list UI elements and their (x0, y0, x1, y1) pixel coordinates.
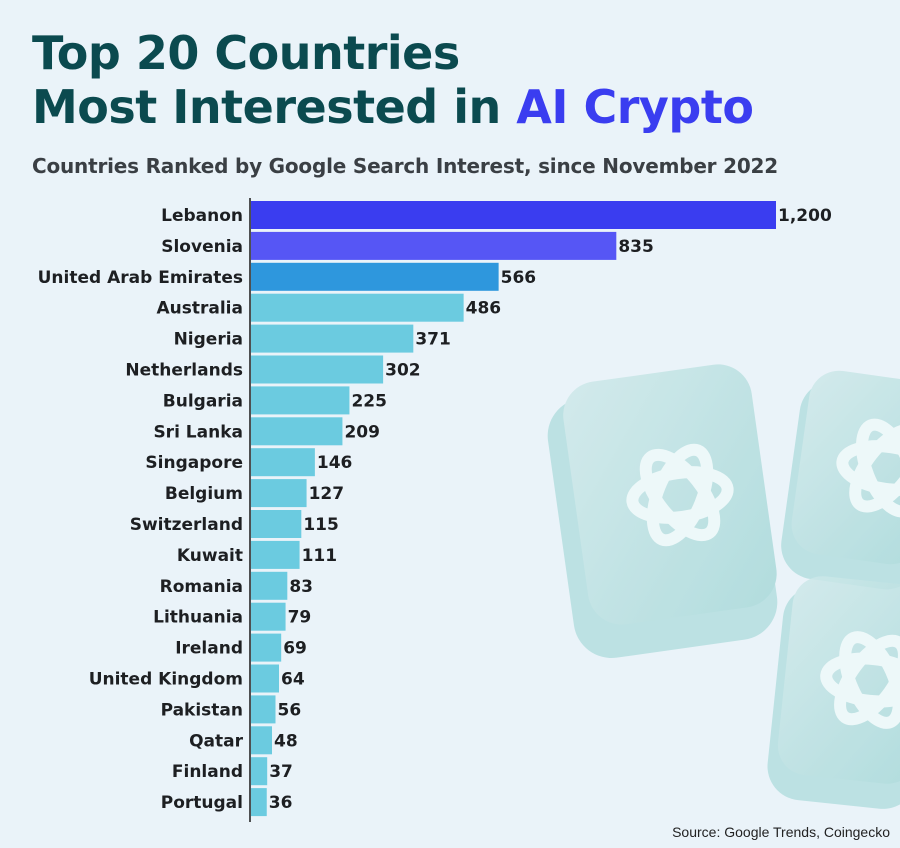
title-accent: AI Crypto (516, 80, 754, 134)
value-label: 225 (351, 391, 387, 411)
value-label: 56 (278, 700, 302, 720)
bar-qatar (251, 726, 272, 755)
value-label: 835 (618, 237, 654, 257)
bar-united-arab-emirates (251, 262, 499, 291)
bar-portugal (251, 788, 267, 817)
bar-singapore (251, 448, 315, 477)
category-label: Netherlands (125, 361, 243, 381)
bar-ireland (251, 633, 282, 662)
value-label: 111 (302, 546, 338, 566)
category-label: Lebanon (161, 206, 243, 226)
bar-pakistan (251, 695, 276, 724)
chart-subtitle: Countries Ranked by Google Search Intere… (32, 154, 778, 178)
category-label: Nigeria (174, 330, 243, 350)
title-line-1: Top 20 Countries (32, 26, 460, 80)
value-label: 48 (274, 731, 298, 751)
bar-finland (251, 757, 268, 786)
value-label: 83 (289, 577, 313, 597)
category-label: Slovenia (161, 237, 243, 257)
category-label: United Kingdom (89, 670, 243, 690)
value-label: 371 (415, 330, 451, 350)
value-label: 146 (317, 453, 353, 473)
value-label: 1,200 (778, 206, 832, 226)
value-label: 302 (385, 361, 421, 381)
category-label: Bulgaria (163, 391, 243, 411)
bar-switzerland (251, 510, 302, 538)
category-label: Australia (157, 299, 244, 319)
bar-lebanon (251, 201, 776, 229)
page-title: Top 20 Countries Most Interested in AI C… (32, 26, 754, 134)
value-label: 69 (283, 639, 307, 659)
bar-australia (251, 293, 464, 322)
category-label: Switzerland (130, 515, 243, 535)
value-label: 486 (466, 299, 502, 319)
bar-united-kingdom (251, 664, 279, 693)
bar-kuwait (251, 540, 300, 569)
value-label: 127 (309, 484, 345, 504)
bar-netherlands (251, 355, 384, 384)
bar-sri-lanka (251, 417, 343, 446)
ai-logo-cube-icon (547, 364, 778, 659)
category-label: Lithuania (153, 608, 243, 628)
category-label: United Arab Emirates (38, 268, 243, 288)
value-label: 209 (344, 422, 380, 442)
bar-nigeria (251, 324, 414, 353)
value-label: 64 (281, 670, 305, 690)
value-label: 566 (501, 268, 537, 288)
bar-belgium (251, 479, 307, 508)
category-label: Belgium (165, 484, 243, 504)
value-label: 115 (303, 515, 339, 535)
category-label: Pakistan (161, 700, 243, 720)
category-label: Finland (172, 762, 243, 782)
ai-logo-cube-icon (767, 576, 900, 809)
bar-lithuania (251, 602, 286, 631)
value-label: 79 (288, 608, 312, 628)
category-label: Qatar (189, 731, 244, 751)
category-label: Kuwait (177, 546, 243, 566)
category-label: Portugal (161, 793, 243, 813)
value-label: 36 (269, 793, 293, 813)
category-label: Ireland (175, 639, 243, 659)
ai-logo-cube-icon (781, 370, 900, 590)
title-line-2: Most Interested in (32, 80, 517, 134)
bar-bulgaria (251, 386, 350, 415)
category-label: Singapore (145, 453, 243, 473)
category-label: Sri Lanka (153, 422, 243, 442)
bar-slovenia (251, 231, 617, 260)
bar-romania (251, 571, 288, 600)
source-note: Source: Google Trends, Coingecko (672, 824, 890, 840)
category-label: Romania (160, 577, 243, 597)
value-label: 37 (269, 762, 293, 782)
